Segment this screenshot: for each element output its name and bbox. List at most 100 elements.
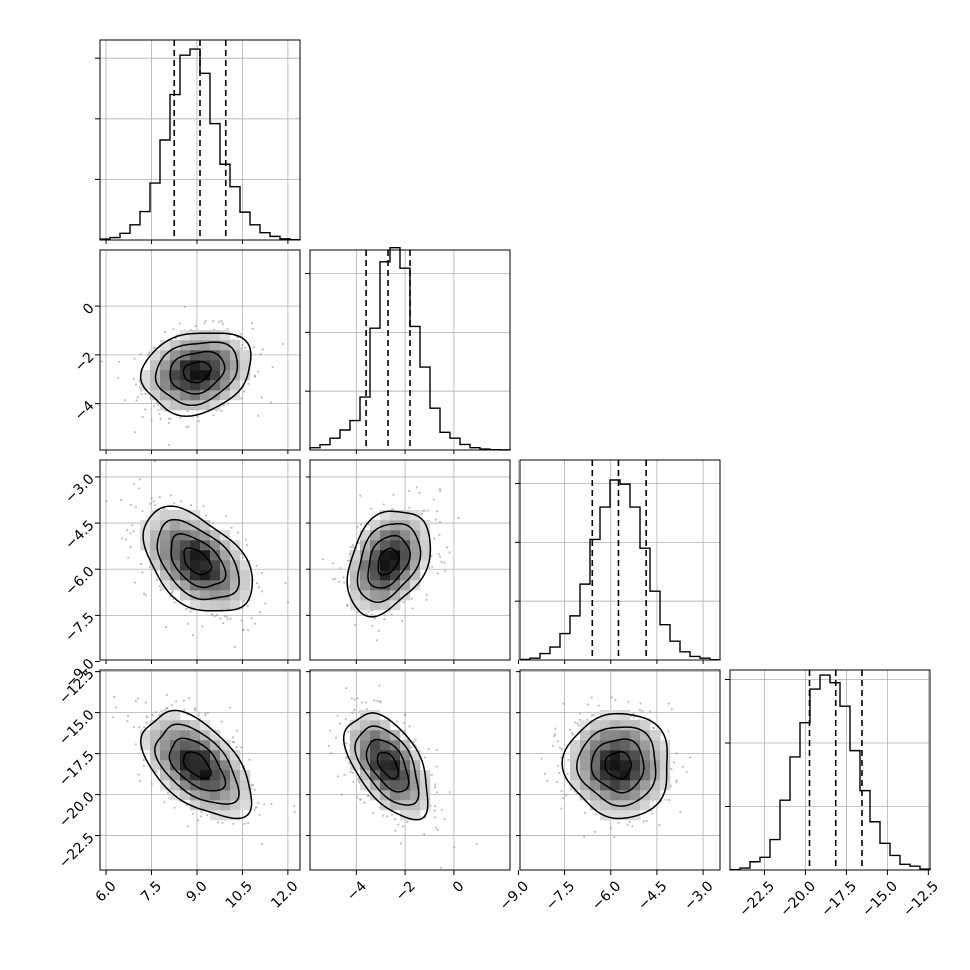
density-cell [620, 810, 631, 821]
contour-level-2 [154, 723, 240, 805]
density-cell [400, 550, 411, 561]
density-cell [610, 750, 621, 761]
scatter-point [141, 415, 144, 419]
x-tick-label-3-2: −17.5 [818, 878, 860, 920]
density-cell [370, 730, 381, 741]
scatter-point [397, 823, 400, 826]
scatter-point [436, 828, 439, 832]
scatter-point [370, 507, 373, 510]
density-cell [420, 560, 431, 571]
scatter-point [172, 328, 175, 331]
density-cell [600, 730, 611, 741]
density-cell [200, 560, 211, 571]
scatter-point [198, 711, 201, 714]
scatter-point [667, 702, 670, 705]
density-cell [200, 540, 211, 551]
density-cell [170, 710, 181, 721]
density-cell [210, 760, 221, 771]
density-cell [220, 600, 231, 611]
contour-level-1 [170, 533, 227, 589]
density-cell [190, 720, 201, 731]
density-cell [230, 380, 241, 391]
scatter-point [225, 515, 228, 518]
density-cell [400, 510, 411, 521]
scatter-point [430, 773, 433, 777]
scatter-point [257, 414, 260, 417]
scatter-point [453, 846, 456, 849]
panel-frame [99, 39, 301, 241]
contour-level-1 [168, 737, 227, 792]
density-cell [620, 760, 631, 771]
density-cell [170, 730, 181, 741]
density-cell [610, 790, 621, 801]
density-cell [600, 750, 611, 761]
scatter-point [410, 746, 413, 749]
scatter-point [129, 546, 132, 549]
scatter-point [226, 618, 229, 621]
panel-frame [309, 459, 511, 661]
scatter-point [145, 721, 149, 725]
density-cell [240, 770, 251, 781]
scatter-point [433, 537, 436, 540]
density-cell [160, 560, 171, 571]
density-cell [420, 540, 431, 551]
scatter-point [241, 556, 244, 559]
scatter-point [193, 709, 197, 712]
density-cell [170, 770, 181, 781]
scatter-point [415, 486, 418, 489]
x-tick-label-3-4: −12.5 [900, 878, 942, 920]
scatter-point [675, 752, 678, 755]
scatter-point [571, 731, 574, 735]
density-cell [170, 550, 181, 561]
density-cell [600, 800, 611, 811]
scatter-point [667, 798, 671, 801]
scatter-point [194, 324, 197, 328]
scatter-point [349, 545, 352, 548]
density-cell [640, 750, 651, 761]
scatter-point [358, 798, 362, 801]
scatter-point [353, 623, 357, 627]
scatter-point [394, 829, 397, 832]
density-cell [350, 750, 361, 761]
scatter-point [399, 842, 402, 845]
density-cell [240, 780, 251, 791]
scatter-point [327, 744, 330, 747]
scatter-point [436, 572, 439, 575]
scatter-point [187, 425, 190, 428]
scatter-point [343, 581, 346, 584]
density-cell [410, 790, 421, 801]
scatter-point [197, 819, 200, 822]
density-cell [650, 750, 661, 761]
scatter-point [253, 809, 256, 812]
density-cell [370, 750, 381, 761]
scatter-point [112, 716, 115, 719]
scatter-point [129, 532, 132, 535]
density-cell [390, 750, 401, 761]
density-cell [220, 590, 231, 601]
scatter-point [411, 607, 414, 610]
scatter-point [173, 806, 176, 809]
scatter-point [366, 794, 370, 797]
scatter-point [222, 404, 226, 407]
scatter-point [151, 714, 154, 717]
density-cell [180, 540, 191, 551]
density-cell [160, 740, 171, 751]
density-cell [570, 740, 581, 751]
density-cell [630, 720, 641, 731]
histogram-bars-1 [309, 246, 511, 451]
scatter-point [183, 708, 186, 711]
scatter-point [156, 403, 160, 406]
scatter-point [270, 802, 273, 806]
scatter-point [185, 607, 188, 611]
scatter-point [556, 781, 559, 784]
density-cell [210, 340, 221, 351]
scatter-point [382, 503, 385, 506]
density-cell [180, 780, 191, 791]
density-cell [160, 390, 171, 401]
scatter-point [437, 553, 441, 556]
density-cell [170, 520, 181, 531]
density-cell [230, 550, 241, 561]
density-cell [640, 760, 651, 771]
density-cell [220, 790, 231, 801]
scatter-point [435, 749, 438, 752]
